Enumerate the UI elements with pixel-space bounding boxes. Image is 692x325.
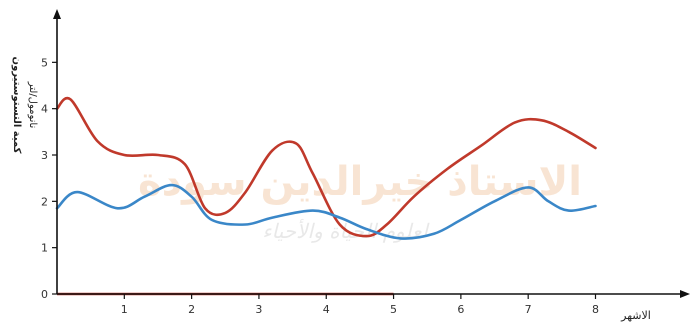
y-axis-label-line1: كمية التستوستيرون (11, 57, 22, 154)
y-tick-label-2: 2 (41, 195, 48, 208)
x-ticks: 1 2 3 4 5 6 7 8 (121, 294, 599, 316)
y-axis-label-line2: نانومول/لتر (27, 81, 38, 129)
y-tick-label-3: 3 (41, 149, 48, 162)
watermark-title: الاستاذ خيرالدين سودة (138, 159, 582, 205)
x-tick-label-2: 3 (255, 303, 262, 316)
y-tick-label-5: 5 (41, 56, 48, 69)
x-axis-arrow (680, 290, 690, 298)
y-tick-label-1: 1 (41, 242, 48, 255)
x-axis-label: الاشهر (620, 309, 651, 322)
x-tick-label-3: 4 (323, 303, 330, 316)
x-tick-label-0: 1 (121, 303, 128, 316)
y-tick-label-4: 4 (41, 103, 48, 116)
x-tick-label-5: 6 (457, 303, 464, 316)
x-tick-label-6: 7 (525, 303, 532, 316)
watermark: الاستاذ خيرالدين سودة لعلوم الحياة والأح… (138, 159, 582, 243)
y-ticks: 0 1 2 3 4 5 (41, 56, 57, 301)
x-tick-label-4: 5 (390, 303, 397, 316)
y-tick-label-0: 0 (41, 288, 48, 301)
series-line-1 (55, 183, 597, 240)
y-axis-arrow (53, 9, 61, 19)
series-line-0 (55, 96, 597, 238)
x-tick-label-7: 8 (592, 303, 599, 316)
x-tick-label-1: 2 (188, 303, 195, 316)
